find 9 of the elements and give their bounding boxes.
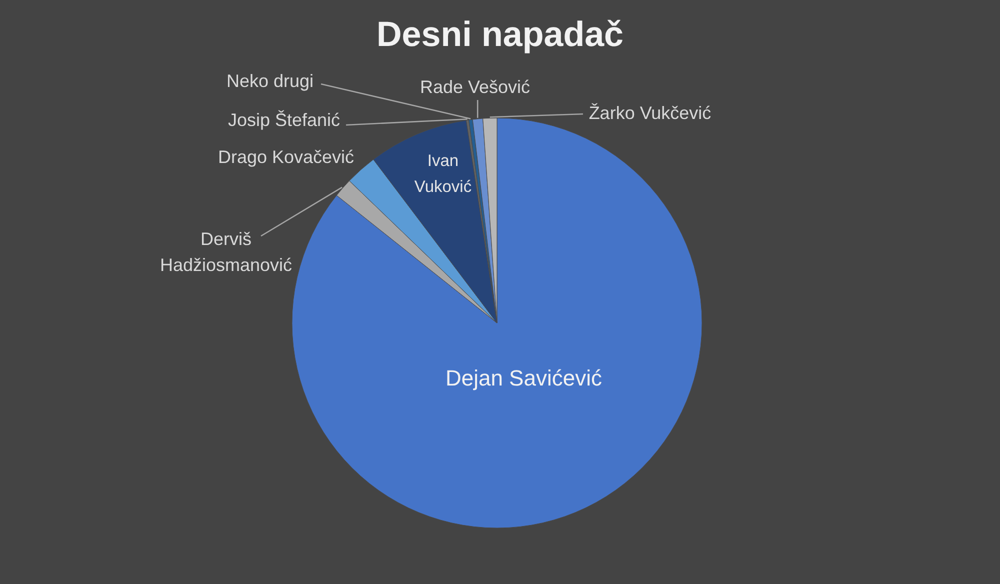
slice-label: Žarko Vukčević [588,103,712,123]
slice-label: Neko drugi [226,71,314,91]
slice-label: Derviš Hadžiosmanović [160,229,292,275]
slice-label: Dejan Savićević [445,365,602,390]
chart-title: Desni napadač [376,15,624,54]
slice-label: Ivan Vuković [414,152,472,196]
slice-label: Drago Kovačević [218,147,354,167]
slice-label: Josip Štefanić [228,110,340,130]
slice-label: Rade Vešović [420,77,530,97]
